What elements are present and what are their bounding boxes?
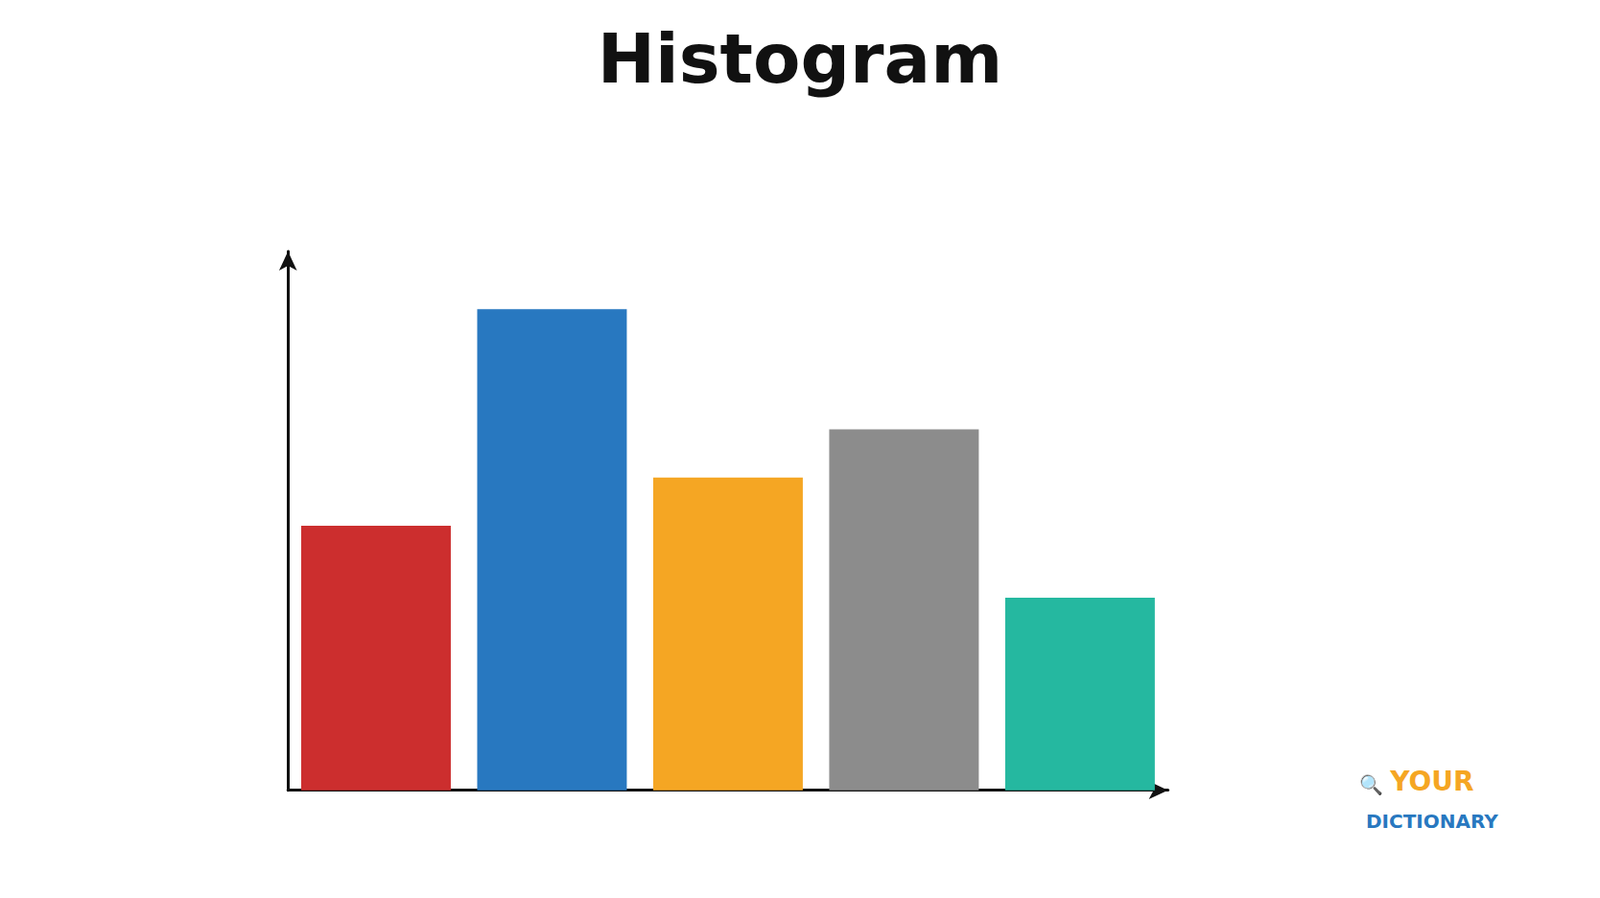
svg-text:DICTIONARY: DICTIONARY — [1365, 809, 1499, 833]
svg-text:🔍: 🔍 — [1359, 772, 1384, 797]
svg-text:Histogram: Histogram — [597, 18, 1003, 99]
svg-text:YOUR: YOUR — [1388, 765, 1474, 798]
